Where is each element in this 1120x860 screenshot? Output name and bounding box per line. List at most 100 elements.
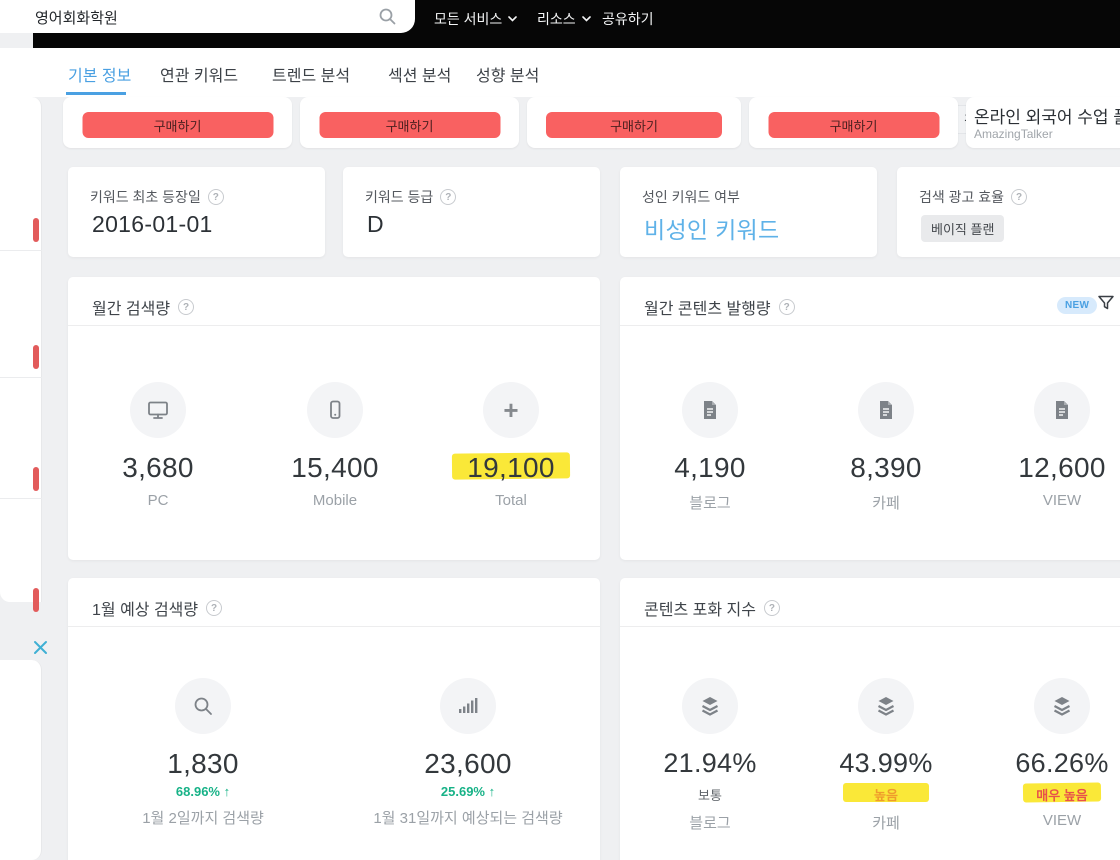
partial-buy-button[interactable] — [33, 345, 39, 369]
help-icon[interactable]: ? — [207, 189, 224, 205]
title-text: 콘텐츠 포화 지수 — [644, 602, 756, 619]
label-text: 검색 광고 효율 — [919, 189, 1005, 205]
help-icon[interactable]: ? — [1011, 189, 1028, 205]
tab-basic-info[interactable]: 기본 정보 — [68, 68, 132, 85]
cafe-value: 8,390 — [850, 452, 922, 483]
first-seen-value: 2016-01-01 — [92, 211, 213, 237]
metric-mobile: 15,400 Mobile — [250, 382, 420, 509]
buy-button[interactable]: 구매하기 — [546, 112, 722, 138]
ad-banner[interactable]: 구매하기 — [63, 97, 292, 148]
search-icon — [175, 678, 231, 734]
layers-icon — [1034, 678, 1090, 734]
nav-label: 리소스 — [537, 11, 576, 27]
card-ad-efficiency: 검색 광고 효율 ? 베이직 플랜 — [897, 167, 1120, 257]
partner-ad-brand: AmazingTalker — [974, 127, 1053, 141]
help-icon[interactable]: ? — [763, 600, 780, 616]
close-icon[interactable] — [33, 640, 48, 655]
pc-label: PC — [147, 492, 169, 509]
view-label: VIEW — [1042, 492, 1082, 509]
strip-divider — [0, 250, 42, 251]
tab-related-keywords[interactable]: 연관 키워드 — [160, 68, 239, 85]
grade-value: D — [367, 211, 384, 237]
metric-blog: 4,190 블로그 — [625, 382, 795, 513]
ad-banner[interactable]: 구매하기 — [527, 97, 741, 148]
help-icon[interactable]: ? — [206, 600, 223, 616]
card-title: 월간 콘텐츠 발행량 ? — [644, 295, 795, 319]
nav-label: 공유하기 — [602, 11, 654, 27]
saturation-cafe-value: 43.99% — [839, 748, 933, 778]
mobile-icon — [307, 382, 363, 438]
help-icon[interactable]: ? — [778, 299, 795, 315]
tab-section-analysis[interactable]: 섹션 분석 — [388, 68, 452, 85]
signal-bars-icon — [440, 678, 496, 734]
partial-buy-button[interactable] — [33, 588, 39, 612]
saturation-cafe-label: 카페 — [872, 815, 900, 832]
buy-button[interactable]: 구매하기 — [82, 112, 273, 138]
partial-buy-button[interactable] — [33, 467, 39, 491]
filter-icon[interactable] — [1097, 294, 1115, 312]
keyword-search-bar[interactable] — [0, 0, 415, 33]
blog-label: 블로그 — [689, 495, 731, 512]
card-monthly-search-volume: 월간 검색량 ? 3,680 PC 15,400 Mobile + 19,100 — [68, 277, 600, 560]
card-title: 1월 예상 검색량 ? — [92, 596, 223, 620]
help-icon[interactable]: ? — [178, 299, 195, 315]
chevron-down-icon — [508, 16, 518, 22]
new-badge: NEW — [1057, 297, 1098, 314]
buy-button[interactable]: 구매하기 — [768, 112, 939, 138]
divider — [620, 626, 1120, 627]
chevron-down-icon — [581, 16, 591, 22]
document-icon — [858, 382, 914, 438]
nav-share[interactable]: 공유하기 — [602, 9, 654, 29]
plus-icon: + — [483, 382, 539, 438]
card-title: 콘텐츠 포화 지수 ? — [644, 596, 780, 620]
strip-divider — [0, 377, 42, 378]
saturation-blog-status: 보통 — [698, 788, 722, 803]
label-text: 키워드 등급 — [365, 189, 434, 205]
ad-banner[interactable]: 구매하기 — [749, 97, 958, 148]
card-title: 월간 검색량 ? — [92, 295, 195, 319]
mobile-value: 15,400 — [291, 452, 379, 483]
ad-banner-partner[interactable]: 온라인 외국어 수업 플 AmazingTalker — [966, 97, 1120, 148]
forecast-current-delta: 68.96% ↑ — [175, 784, 231, 799]
help-icon[interactable]: ? — [440, 189, 457, 205]
forecast-month-end-label: 1월 31일까지 예상되는 검색량 — [373, 810, 563, 827]
label-text: 키워드 최초 등장일 — [90, 189, 201, 205]
saturation-blog-value: 21.94% — [663, 748, 757, 778]
metric-view: 12,600 VIEW — [977, 382, 1120, 509]
plus-glyph: + — [503, 395, 519, 425]
saturation-blog-label: 블로그 — [689, 815, 731, 832]
card-first-seen: 키워드 최초 등장일 ? 2016-01-01 — [68, 167, 325, 257]
nav-label: 모든 서비스 — [434, 11, 503, 27]
buy-button[interactable]: 구매하기 — [319, 112, 500, 138]
total-label: Total — [495, 492, 527, 509]
saturation-view-value: 66.26% — [1015, 748, 1109, 778]
tab-trend-analysis[interactable]: 트렌드 분석 — [272, 68, 351, 85]
metric-saturation-cafe: 43.99% 높음 카페 — [801, 678, 971, 833]
card-keyword-grade: 키워드 등급 ? D — [343, 167, 600, 257]
adult-keyword-value: 비성인 키워드 — [644, 217, 780, 243]
search-icon[interactable] — [378, 7, 397, 26]
ad-banner[interactable]: 구매하기 — [300, 97, 519, 148]
partial-buy-button[interactable] — [33, 218, 39, 242]
saturation-view-label: VIEW — [1042, 812, 1082, 829]
left-ad-strip-lower — [0, 660, 42, 860]
metric-saturation-blog: 21.94% 보통 블로그 — [625, 678, 795, 833]
forecast-current-value: 1,830 — [167, 748, 239, 779]
card-label: 키워드 등급 ? — [365, 187, 457, 207]
cafe-label: 카페 — [872, 495, 900, 512]
title-text: 1월 예상 검색량 — [92, 602, 199, 619]
metric-pc: 3,680 PC — [73, 382, 243, 509]
tab-preference-analysis[interactable]: 성향 분석 — [476, 68, 540, 85]
mobile-label: Mobile — [312, 492, 358, 509]
nav-resources[interactable]: 리소스 — [537, 9, 591, 29]
forecast-month-end-value: 23,600 — [424, 748, 512, 779]
card-adult-keyword: 성인 키워드 여부 비성인 키워드 — [620, 167, 877, 257]
divider — [68, 626, 600, 627]
card-label: 성인 키워드 여부 — [642, 187, 740, 207]
search-input[interactable]: 영어회화학원 — [35, 10, 118, 27]
view-value: 12,600 — [1018, 452, 1106, 483]
highlight-annotation-high — [843, 783, 929, 802]
saturation-cafe-status: 높음 — [874, 788, 898, 803]
nav-all-services[interactable]: 모든 서비스 — [434, 9, 518, 29]
